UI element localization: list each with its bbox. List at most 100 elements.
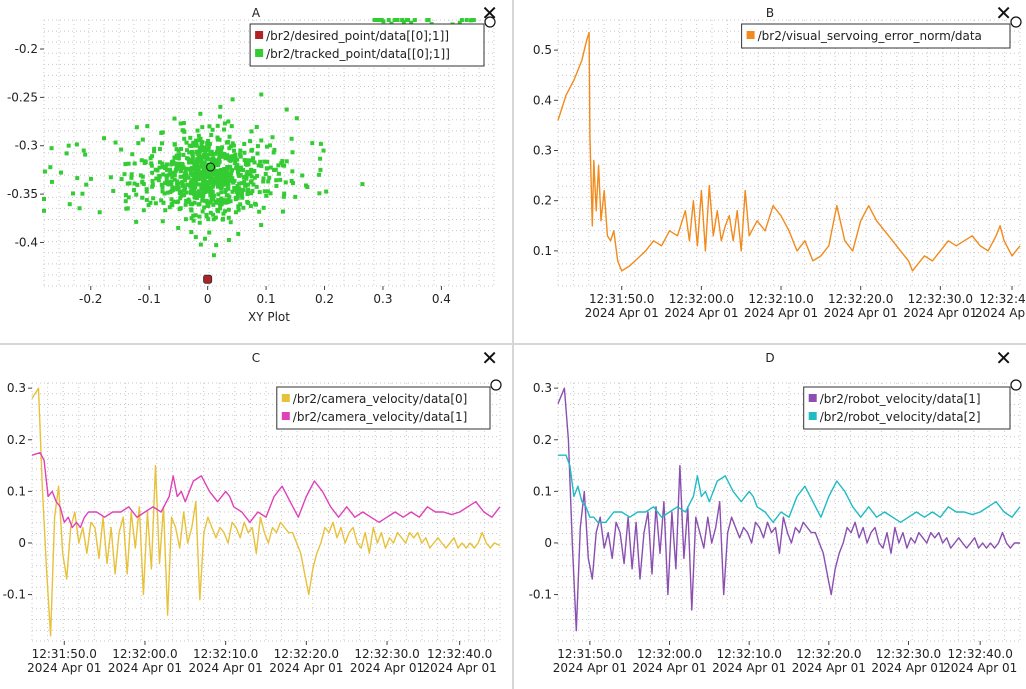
data-point [208,164,213,169]
data-point [83,152,88,157]
data-point [228,154,233,159]
data-point [211,217,216,222]
data-point [164,178,169,183]
data-point [250,168,255,173]
data-point [206,147,211,152]
data-point [201,148,206,153]
data-point [228,220,233,225]
data-point [226,186,231,191]
data-point [208,210,213,215]
data-point [259,138,264,143]
data-point [177,207,182,212]
data-point [211,253,216,258]
plot-panel-b[interactable]: B ✕ 0.1 0.2 0.3 0.4 0.5 12:31:50.0 2024 Apr 01… [514,0,1026,343]
data-point [214,172,219,177]
data-point [196,169,201,174]
data-point [236,207,241,212]
data-point [222,152,227,157]
data-point [283,180,288,185]
y-tick-label: 0.4 [533,93,552,107]
data-point [231,148,236,153]
data-point [266,189,271,194]
data-point [49,146,54,151]
data-point [259,92,264,97]
plot-panel-d[interactable]: D ✕ -0.1 0 0.1 0.2 0.3 12:31:50.0 2024 Apr 01 1… [514,345,1026,689]
data-point [215,149,220,154]
legend: /br2/desired_point/data[[0];1]] /br2/trac… [249,23,485,67]
data-point [168,190,173,195]
data-point [236,172,241,177]
data-point [243,183,248,188]
data-point [225,153,230,158]
series-line-0 [557,387,1020,632]
x-tick-sublabel: 2024 Apr 01 [792,661,866,675]
data-point [160,189,165,194]
data-point [169,170,174,175]
x-tick-sublabel: 2024 Apr 01 [423,661,497,675]
data-point [198,242,203,247]
x-tick-label: 12:32:30.0 [908,292,973,306]
x-tick-sublabel: 2024 Apr 01 [27,661,101,675]
data-point [300,173,305,178]
data-point [209,133,214,138]
data-point [182,129,187,134]
data-point [206,138,211,143]
data-point [189,144,194,149]
x-tick-label: 12:32:40.0 [979,292,1026,306]
data-point [201,145,206,150]
data-point [203,181,208,186]
plot-panel-c[interactable]: C ✕ -0.1 0 0.1 0.2 0.3 12:31:50.0 2024 Apr 01 1… [0,345,512,689]
data-point [48,165,53,170]
data-point [183,185,188,190]
data-point [244,162,249,167]
data-point [176,199,181,204]
x-tick-label: 12:32:00.0 [637,647,702,661]
x-tick-sublabel: 2024 Apr 01 [871,661,945,675]
data-point [196,138,201,143]
x-tick-sublabel: 2024 Apr 01 [269,661,343,675]
data-point [230,97,235,102]
data-point [175,166,180,171]
close-icon[interactable]: ✕ [995,1,1012,25]
data-point [132,161,137,166]
data-point [226,119,231,124]
close-icon[interactable]: ✕ [481,346,498,370]
data-point [227,134,232,139]
y-tick-label: -0.4 [15,235,38,249]
data-point [167,167,172,172]
data-point [209,166,214,171]
data-point [224,193,229,198]
x-tick-sublabel: 2024 Apr 01 [553,661,627,675]
data-point [205,170,210,175]
data-point [211,212,216,217]
legend-swatch [746,31,755,39]
data-point [245,169,250,174]
x-tick-label: 12:32:30.0 [876,647,941,661]
data-point [464,18,469,22]
chart-area[interactable]: -0.2 -0.25 -0.3 -0.35 -0.4 -0.2 -0.1 0 0.1 0.2 0.3… [0,0,512,343]
horizontal-splitter[interactable] [0,343,1026,345]
data-point [217,156,222,161]
data-point [205,203,210,208]
data-point [262,189,267,194]
close-icon[interactable]: ✕ [995,346,1012,370]
data-point [208,192,213,197]
x-tick-label: 0.3 [373,292,392,306]
data-point [194,143,199,148]
data-point [223,209,228,214]
data-point [178,174,183,179]
data-point [151,196,156,201]
data-point [215,146,220,151]
series-line-0 [557,31,1021,272]
data-point [211,193,216,198]
data-point [42,208,46,213]
data-point [221,211,226,216]
data-point [208,179,213,184]
data-point [119,147,124,152]
data-point [181,165,186,170]
plot-panel-a[interactable]: A ✕ -0.2 -0.25 -0.3 -0.35 -0.4 -0.2 -0.1 0 0.1 0.… [0,0,512,343]
data-point [172,155,177,160]
